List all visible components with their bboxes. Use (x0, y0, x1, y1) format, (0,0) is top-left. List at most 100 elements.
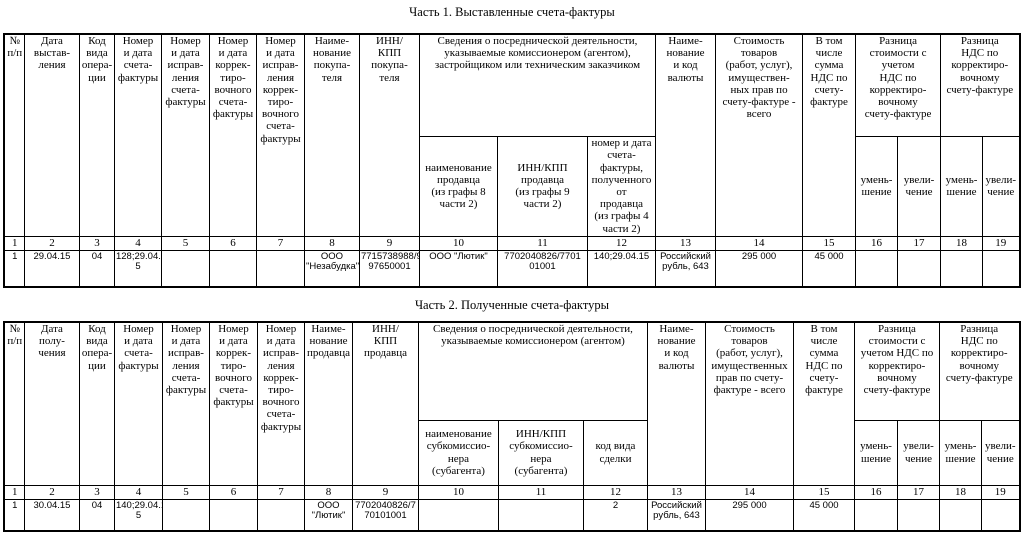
p2-cell-seller-name: ООО "Лютик" (303, 498, 353, 532)
p2-cell-currency: Российский рубль, 643 (647, 498, 706, 532)
p2-colnum-17: 17 (897, 484, 940, 500)
p1-hdr-intermediary-group: Сведения о посреднической деятельности, … (418, 33, 657, 137)
p1-colnum-4: 4 (113, 235, 162, 251)
p2-cell-subagent-name (417, 498, 499, 532)
p2-cell-invoice: 140;29.04.1 5 (113, 498, 163, 532)
p1-cell-17 (897, 249, 942, 288)
p2-hdr-vat: В том числе сумма НДС по счету- фактуре (793, 321, 855, 486)
part1-table: № п/п Дата выстав- ления Код вида опера-… (3, 33, 1021, 288)
p2-colnum-5: 5 (161, 484, 210, 500)
p2-colnum-6: 6 (208, 484, 258, 500)
p1-colnum-17: 17 (897, 235, 942, 251)
p1-hdr-num: № п/п (3, 33, 25, 237)
p1-cell-seller-inn: 7702040826/7701 01001 (496, 249, 588, 288)
p2-cell-date: 30.04.15 (23, 498, 80, 532)
p1-cell-16 (855, 249, 899, 288)
p1-sub-decrease2: умень- шение (940, 135, 984, 237)
p2-colnum-4: 4 (113, 484, 163, 500)
p1-cell-vat: 45 000 (802, 249, 857, 288)
p2-sub-decrease2: умень- шение (939, 419, 982, 486)
p2-hdr-adjustment: Номер и дата коррек- тиро- вочного счета… (208, 321, 258, 486)
p1-cell-7 (255, 249, 305, 288)
p2-sub-increase2: увели- чение (981, 419, 1020, 486)
p2-hdr-correction: Номер и дата исправ- ления счета- фактур… (161, 321, 210, 486)
p2-cell-19 (981, 498, 1020, 532)
p2-colnum-12: 12 (582, 484, 649, 500)
p2-cell-18 (939, 498, 982, 532)
p2-colnum-2: 2 (23, 484, 80, 500)
p2-cell-17 (897, 498, 940, 532)
p2-sub-decrease1: умень- шение (854, 419, 898, 486)
p1-colnum-15: 15 (802, 235, 857, 251)
p2-cell-subagent-inn (497, 498, 584, 532)
p2-cell-opcode: 04 (78, 498, 115, 532)
p2-hdr-adj-correction: Номер и дата исправ- ления коррек- тиро-… (256, 321, 305, 486)
p2-cell-seller-inn: 7702040826/7 70101001 (351, 498, 419, 532)
p2-colnum-15: 15 (793, 484, 855, 500)
p1-colnum-18: 18 (940, 235, 984, 251)
p1-sub-increase2: увели- чение (982, 135, 1021, 237)
p1-cell-seller-name: ООО "Лютик" (418, 249, 498, 288)
p1-cell-5 (160, 249, 210, 288)
p1-data-row: 1 29.04.15 04 128;29.04.1 5 ООО "Незабуд… (3, 249, 1021, 288)
p1-cell-cost: 295 000 (715, 249, 804, 288)
p1-hdr-buyer-name: Наиме- нование покупа- теля (303, 33, 360, 237)
p2-hdr-invoice: Номер и дата счета- фактуры (113, 321, 163, 486)
p1-colnum-8: 8 (303, 235, 360, 251)
p2-sub-subagent-name: наименование субкомиссио- нера (субагент… (417, 419, 499, 486)
p1-colnum-14: 14 (715, 235, 804, 251)
p1-colnum-16: 16 (855, 235, 899, 251)
p1-cell-buyer-inn: 7715738988/9 97650001 (358, 249, 420, 288)
p1-colnum-19: 19 (982, 235, 1021, 251)
p1-sub-decrease1: умень- шение (855, 135, 899, 237)
p2-cell-5 (161, 498, 210, 532)
p2-hdr-date: Дата полу- чения (23, 321, 80, 486)
p2-colnum-1: 1 (3, 484, 25, 500)
p1-colnum-10: 10 (418, 235, 498, 251)
p1-colnum-1: 1 (3, 235, 25, 251)
part1-title: Часть 1. Выставленные счета-фактуры (409, 5, 615, 19)
p1-cell-6 (208, 249, 257, 288)
p2-colnum-8: 8 (303, 484, 353, 500)
p2-colnum-11: 11 (497, 484, 584, 500)
p1-hdr-adj-correction: Номер и дата исправ- ления коррек- тиро-… (255, 33, 305, 237)
p1-cell-buyer-name: ООО "Незабудка" (303, 249, 360, 288)
p1-cell-invoice: 128;29.04.1 5 (113, 249, 162, 288)
p2-cell-6 (208, 498, 258, 532)
p1-hdr-opcode: Код вида опера- ции (78, 33, 115, 237)
p1-cell-seller-invoice: 140;29.04.15 (586, 249, 657, 288)
p1-hdr-date: Дата выстав- ления (23, 33, 80, 237)
p1-colnum-2: 2 (23, 235, 80, 251)
p1-hdr-cost: Стоимость товаров (работ, услуг), имущес… (715, 33, 804, 237)
p2-hdr-cost: Стоимость товаров (работ, услуг), имущес… (705, 321, 794, 486)
p1-sub-increase1: увели- чение (897, 135, 942, 237)
p1-hdr-vat: В том числе сумма НДС по счету- фактуре (802, 33, 857, 237)
p2-cell-cost: 295 000 (705, 498, 794, 532)
p2-hdr-cost-diff-group: Разница стоимости с учетом НДС по коррек… (854, 321, 940, 421)
p1-hdr-adjustment: Номер и дата коррек- тиро- вочного счета… (208, 33, 257, 237)
p2-colnum-18: 18 (939, 484, 982, 500)
p2-cell-deal-type: 2 (582, 498, 649, 532)
p2-colnum-13: 13 (647, 484, 706, 500)
p2-cell-rownum: 1 (3, 498, 25, 532)
p1-cell-currency: Российский рубль, 643 (655, 249, 717, 288)
p1-colnum-7: 7 (255, 235, 305, 251)
p1-colnum-13: 13 (655, 235, 717, 251)
p1-colnum-12: 12 (586, 235, 657, 251)
p2-colnum-19: 19 (981, 484, 1020, 500)
p1-sub-seller-inn: ИНН/КПП продавца (из графы 9 части 2) (496, 135, 588, 237)
p2-data-row: 1 30.04.15 04 140;29.04.1 5 ООО "Лютик" … (3, 498, 1020, 532)
p2-hdr-num: № п/п (3, 321, 25, 486)
p2-sub-increase1: увели- чение (897, 419, 940, 486)
p2-sub-subagent-inn: ИНН/КПП субкомиссио- нера (субагента) (497, 419, 584, 486)
p1-cell-rownum: 1 (3, 249, 25, 288)
p1-colnum-3: 3 (78, 235, 115, 251)
p1-sub-invoice-from-seller: номер и дата счета-фактуры, полученного … (586, 135, 657, 237)
p2-number-row: 1 2 3 4 5 6 7 8 9 10 11 12 13 14 15 16 1… (3, 484, 1020, 500)
p1-hdr-cost-diff-group: Разница стоимости с учетом НДС по коррек… (855, 33, 942, 137)
p1-number-row: 1 2 3 4 5 6 7 8 9 10 11 12 13 14 15 16 1… (3, 235, 1021, 251)
p2-hdr-seller-inn: ИНН/ КПП продавца (351, 321, 419, 486)
p2-colnum-14: 14 (705, 484, 794, 500)
p2-colnum-9: 9 (351, 484, 419, 500)
